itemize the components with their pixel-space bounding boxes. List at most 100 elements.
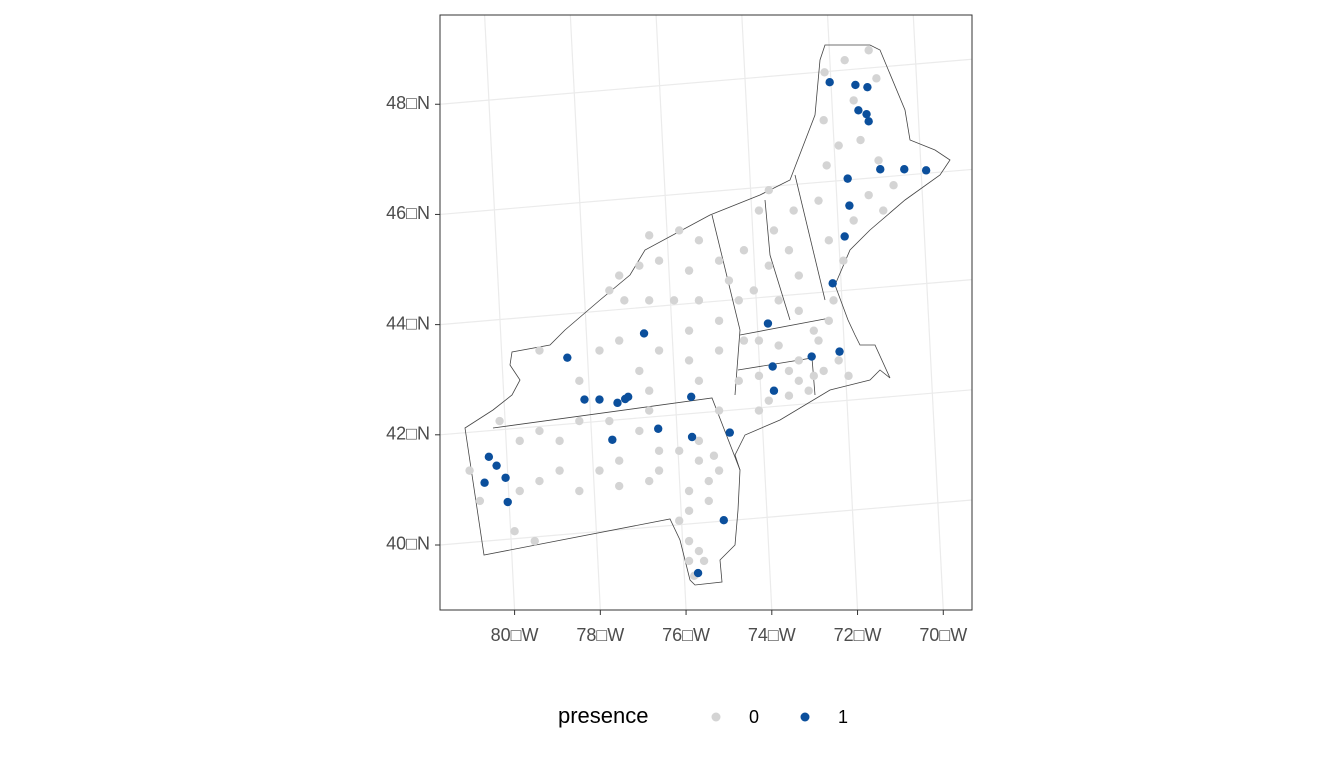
data-point	[769, 226, 779, 235]
data-point	[684, 506, 694, 516]
grid-line	[440, 58, 972, 105]
data-point	[654, 424, 663, 433]
grid-line	[912, 15, 944, 610]
data-point	[475, 496, 485, 506]
data-point	[654, 466, 664, 475]
data-point	[724, 276, 734, 285]
data-point	[669, 296, 679, 305]
data-point	[595, 395, 604, 404]
state-border	[794, 174, 826, 301]
data-point	[834, 356, 843, 365]
data-point	[769, 386, 779, 395]
panel-background	[440, 15, 972, 610]
data-point	[575, 486, 584, 496]
data-point	[843, 174, 852, 183]
data-point	[635, 261, 644, 270]
data-point	[694, 296, 704, 305]
data-point	[605, 416, 614, 426]
legend-key	[800, 712, 810, 722]
data-point	[872, 74, 881, 83]
data-point	[834, 141, 843, 150]
data-point	[654, 256, 664, 265]
data-point	[694, 546, 704, 556]
data-point	[844, 371, 853, 381]
data-point	[804, 386, 813, 395]
data-point	[876, 165, 885, 174]
data-point	[900, 165, 909, 174]
data-point	[864, 46, 873, 55]
grid-line	[440, 279, 972, 326]
data-point	[839, 256, 848, 265]
data-point	[501, 473, 510, 482]
data-point	[684, 536, 694, 546]
data-point	[684, 326, 694, 335]
data-point	[874, 156, 883, 165]
grid-line	[741, 15, 773, 610]
data-point	[684, 486, 694, 496]
x-tick-label: 80□W	[491, 625, 539, 645]
data-point	[684, 556, 694, 566]
state-border	[739, 317, 831, 336]
legend-title: presence	[558, 703, 649, 728]
data-point	[675, 446, 684, 455]
legend-key	[711, 712, 721, 722]
data-point	[503, 497, 512, 507]
data-point	[794, 376, 804, 386]
graticule	[440, 15, 972, 610]
data-point	[595, 346, 604, 355]
data-point	[794, 271, 804, 280]
data-point	[555, 466, 564, 475]
data-point	[535, 426, 544, 436]
x-tick-label: 70□W	[919, 625, 967, 645]
data-point	[840, 55, 849, 65]
data-point	[784, 246, 794, 255]
data-point	[580, 395, 589, 404]
data-point	[851, 80, 860, 90]
data-point	[687, 432, 697, 442]
data-point	[654, 346, 664, 355]
data-point	[820, 68, 829, 77]
data-point	[613, 398, 622, 408]
data-point	[575, 416, 584, 426]
data-point	[754, 406, 764, 415]
y-tick-label: 46□N	[386, 203, 430, 223]
x-tick-label: 74□W	[748, 625, 796, 645]
data-point	[515, 436, 524, 446]
data-point	[535, 476, 544, 486]
data-point	[510, 527, 519, 536]
data-point	[809, 371, 819, 381]
y-tick-label: 44□N	[386, 313, 430, 333]
state-border	[711, 214, 741, 396]
data-point	[595, 466, 604, 475]
y-tick-label: 42□N	[386, 424, 430, 444]
grid-line	[440, 499, 972, 546]
data-point	[694, 456, 704, 465]
data-point	[654, 446, 664, 455]
grid-line	[440, 168, 972, 216]
data-point	[814, 336, 823, 345]
data-point	[639, 329, 649, 338]
data-point	[684, 356, 694, 365]
data-point	[644, 406, 654, 415]
grid-line	[440, 389, 972, 436]
data-point	[644, 476, 654, 486]
data-point	[835, 347, 844, 356]
data-point	[863, 82, 872, 92]
data-point	[530, 536, 539, 546]
data-point	[734, 376, 743, 386]
data-point	[608, 435, 617, 444]
data-point	[635, 426, 644, 436]
data-point	[862, 109, 871, 119]
data-point	[620, 296, 629, 305]
data-point	[807, 352, 816, 361]
x-tick-label: 78□W	[576, 625, 624, 645]
data-point	[675, 516, 684, 525]
data-point	[635, 366, 644, 376]
data-point	[719, 515, 728, 525]
data-point	[794, 356, 804, 365]
data-point	[814, 196, 823, 205]
data-point	[828, 279, 837, 288]
data-point	[819, 366, 828, 376]
data-point	[921, 166, 931, 175]
data-point	[784, 391, 794, 400]
